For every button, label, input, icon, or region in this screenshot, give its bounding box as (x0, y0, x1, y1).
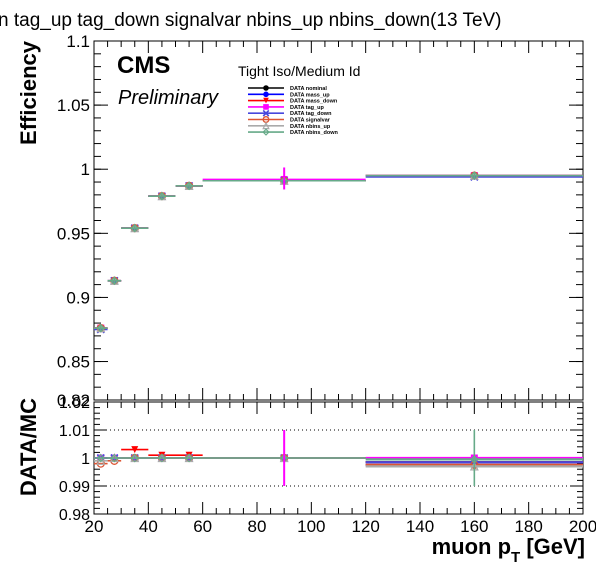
legend-entry: DATA mass_up (248, 91, 330, 98)
legend-marker (263, 104, 269, 110)
efficiency-y-axis-title: Efficiency (16, 40, 41, 145)
legend-label: DATA signalvar (290, 118, 331, 124)
ratio-y-axis-title: DATA/MC (16, 398, 41, 496)
ratio-x-tick-label: 180 (514, 517, 542, 536)
legend-entry: DATA tag_down (248, 109, 332, 117)
ratio-point (131, 446, 139, 454)
efficiency-y-tick-label: 1.1 (66, 32, 90, 51)
x-axis-title: muon pT [GeV] (432, 534, 585, 566)
legend-marker (263, 91, 269, 98)
legend-label: DATA tag_down (290, 111, 332, 117)
ratio-x-axis: 20 40 60 80 100 120 140 160 180 200 (85, 402, 596, 536)
ratio-x-tick-label: 160 (460, 517, 488, 536)
ratio-y-tick-label: 0.98 (59, 507, 90, 524)
legend-entry: DATA signalvar (248, 116, 331, 124)
efficiency-series-group (94, 167, 583, 334)
legend-label: DATA mass_down (290, 99, 338, 105)
cms-label: CMS (117, 52, 170, 79)
legend-marker (262, 109, 270, 117)
legend-entry: DATA tag_up (248, 104, 324, 111)
legend-label: DATA mass_up (290, 92, 330, 98)
legend-entry: DATA nominal (248, 85, 327, 92)
chart-title: n tag_up tag_down signalvar nbins_up nbi… (0, 10, 502, 31)
efficiency-y-tick-label: 0.82 (57, 391, 90, 410)
ratio-x-tick-label: 140 (406, 517, 434, 536)
efficiency-point (157, 191, 167, 201)
ratio-point (130, 453, 140, 463)
legend-entry: DATA mass_down (248, 97, 338, 105)
efficiency-y-tick-label: 0.85 (57, 353, 90, 372)
legend-title: Tight Iso/Medium Id (238, 63, 360, 79)
efficiency-point (110, 276, 119, 286)
legend-entry: DATA nbins_down (248, 128, 339, 136)
ratio-y-tick-label: 1 (81, 451, 90, 468)
ratio-point (184, 453, 194, 463)
efficiency-series-data-tag-down (94, 172, 583, 334)
efficiency-point (130, 223, 140, 233)
efficiency-point (96, 323, 106, 333)
efficiency-y-tick-label: 0.9 (66, 288, 90, 307)
x-axis-title-text: muon pT [GeV] (432, 534, 585, 566)
legend-label: DATA nominal (290, 86, 327, 92)
efficiency-x-ticks (93, 41, 584, 400)
efficiency-point (469, 171, 479, 180)
ratio-y-tick-label: 1.01 (59, 423, 90, 440)
ratio-x-tick-label: 40 (139, 517, 158, 536)
ratio-x-tick-label: 200 (569, 517, 596, 536)
legend-marker (263, 85, 269, 91)
preliminary-label: Preliminary (118, 87, 219, 109)
legend-label: DATA tag_up (290, 105, 324, 111)
ratio-x-tick-label: 120 (351, 517, 379, 536)
ratio-series-group (94, 430, 583, 486)
efficiency-y-tick-label: 1 (81, 160, 90, 179)
efficiency-series-data-nbins-down (94, 171, 583, 333)
ratio-x-tick-label: 60 (193, 517, 212, 536)
ratio-y-tick-label: 1.02 (59, 395, 90, 412)
ratio-point (157, 453, 167, 463)
legend-entry: DATA nbins_up (248, 121, 331, 130)
legend-marker (263, 97, 269, 104)
ratio-point (110, 453, 119, 463)
legend-marker (262, 128, 270, 136)
ratio-x-tick-label: 20 (85, 517, 104, 536)
ratio-x-tick-label: 100 (297, 517, 325, 536)
legend-label: DATA nbins_down (290, 130, 339, 136)
efficiency-y-tick-label: 0.95 (57, 224, 90, 243)
ratio-point (96, 453, 106, 463)
efficiency-point (184, 181, 194, 191)
ratio-point (96, 455, 106, 465)
efficiency-y-axis: 0.82 0.85 0.9 0.95 1 1.05 1.1 (57, 32, 583, 410)
efficiency-y-tick-label: 1.05 (57, 96, 90, 115)
ratio-y-tick-label: 0.99 (59, 479, 90, 496)
ratio-x-tick-label: 80 (248, 517, 267, 536)
legend-label: DATA nbins_up (290, 124, 331, 130)
